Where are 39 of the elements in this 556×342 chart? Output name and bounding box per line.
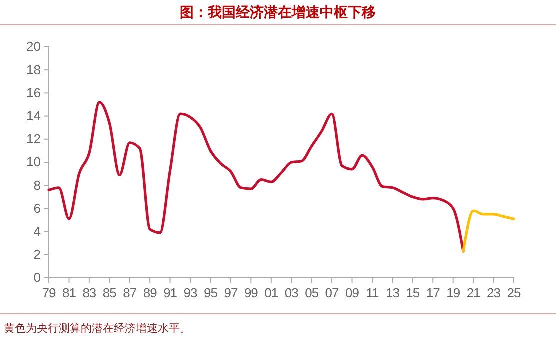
x-tick-label: 93	[184, 286, 198, 301]
y-tick-label: 14	[26, 108, 41, 124]
y-tick-label: 20	[26, 39, 41, 54]
x-tick-label: 17	[426, 286, 440, 301]
y-tick-label: 10	[26, 154, 41, 170]
x-tick-label: 19	[446, 286, 460, 301]
x-tick-label: 01	[264, 286, 278, 301]
y-tick-label: 0	[34, 270, 41, 286]
chart-title: 图：我国经济潜在增速中枢下移	[180, 4, 376, 21]
x-tick-label: 99	[244, 286, 258, 301]
x-tick-label: 03	[284, 286, 299, 301]
y-tick-label: 16	[26, 85, 41, 100]
y-tick-label: 6	[34, 200, 41, 216]
x-tick-label: 87	[123, 286, 137, 301]
x-tick-label: 09	[346, 286, 360, 301]
x-tick-label: 85	[102, 286, 117, 301]
x-tick-label: 23	[487, 286, 501, 301]
text: 黄色为央行测算的潜在经济增速水平。	[4, 322, 191, 335]
x-tick-label: 79	[42, 286, 56, 301]
x-tick-label: 25	[507, 286, 521, 301]
x-tick-label: 07	[325, 286, 340, 301]
x-tick-label: 21	[466, 286, 481, 301]
x-tick-label: 89	[143, 286, 158, 301]
y-tick-label: 4	[34, 224, 41, 239]
y-tick-label: 18	[26, 62, 41, 78]
x-tick-label: 91	[164, 286, 178, 301]
x-tick-label: 05	[305, 286, 319, 301]
x-tick-label: 83	[82, 286, 96, 301]
x-tick-label: 11	[366, 286, 379, 301]
y-tick-label: 2	[34, 247, 41, 262]
x-tick-label: 97	[224, 286, 238, 301]
line-series	[48, 101, 465, 253]
x-tick-label: 13	[386, 286, 400, 301]
x-tick-label: 15	[406, 286, 420, 301]
x-tick-label: 95	[204, 286, 218, 301]
y-tick-label: 8	[34, 178, 41, 193]
x-tick-label: 81	[62, 286, 76, 301]
line-series	[462, 210, 516, 253]
y-tick-label: 12	[26, 132, 41, 147]
